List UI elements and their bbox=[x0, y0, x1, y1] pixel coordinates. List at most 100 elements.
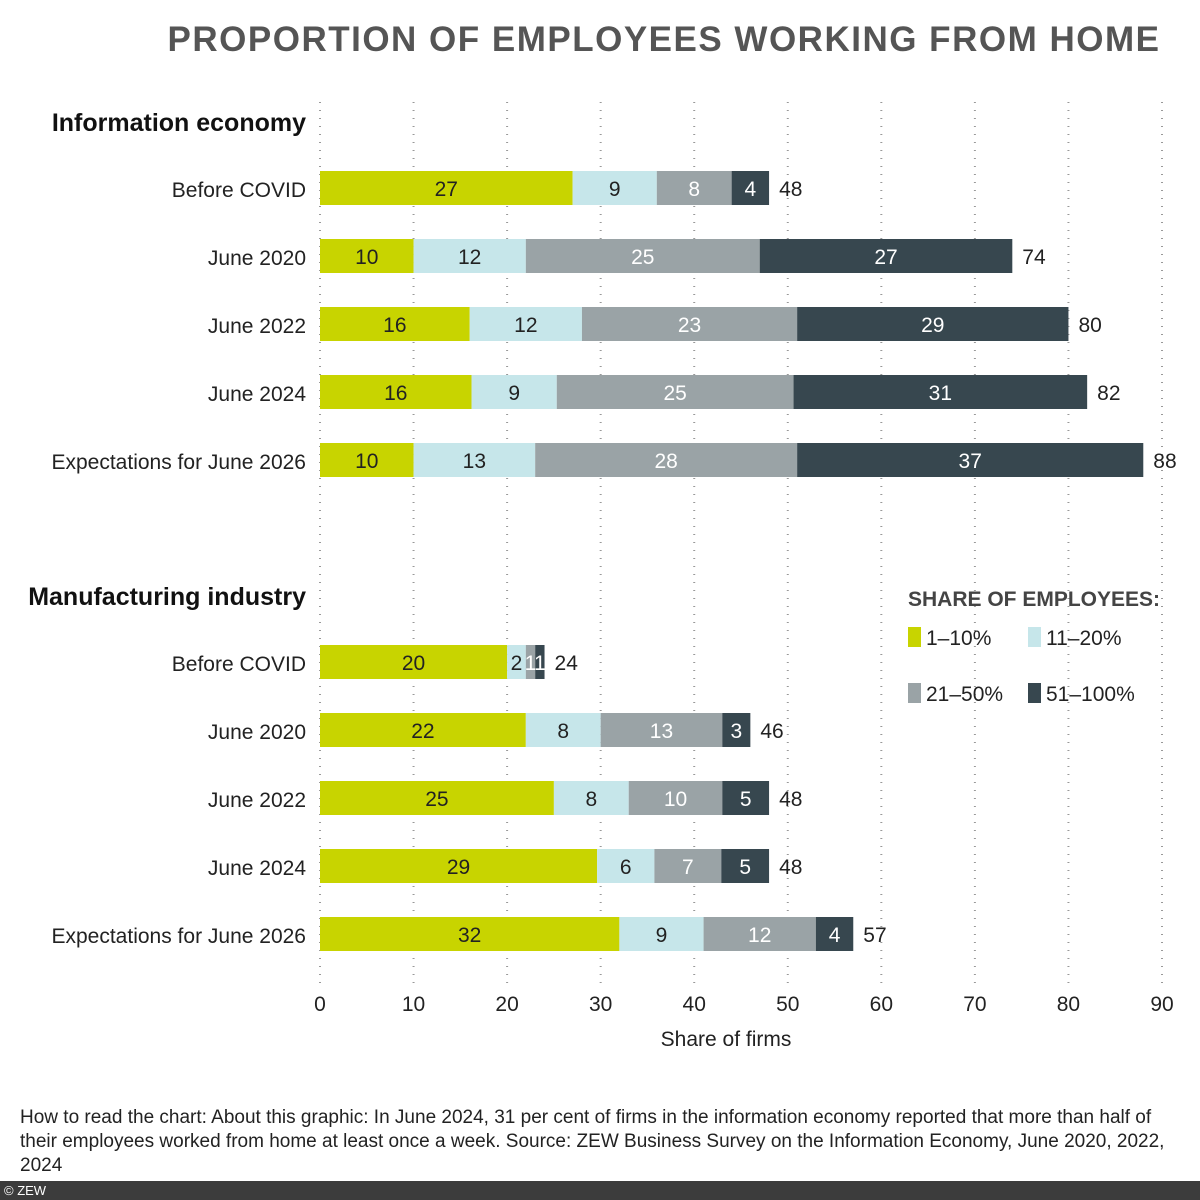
segment-value-label: 2 bbox=[511, 652, 523, 675]
bar-segment-11–20% bbox=[471, 375, 557, 409]
x-axis-label: Share of firms bbox=[661, 1028, 792, 1051]
bar-segment-51–100% bbox=[793, 375, 1088, 409]
bar-segment-11–20% bbox=[619, 917, 704, 951]
segment-value-label: 10 bbox=[664, 788, 687, 811]
group-heading: Manufacturing industry bbox=[28, 583, 306, 611]
x-tick-label: 90 bbox=[1150, 993, 1173, 1016]
bar-total-label: 74 bbox=[1022, 246, 1046, 269]
bar-segment-1–10% bbox=[320, 781, 554, 815]
category-label: June 2022 bbox=[208, 315, 306, 338]
bar-segment-51–100% bbox=[721, 849, 770, 883]
category-label: June 2022 bbox=[208, 789, 306, 812]
segment-value-label: 10 bbox=[355, 450, 378, 473]
category-label: Before COVID bbox=[172, 653, 306, 676]
segment-value-label: 13 bbox=[463, 450, 486, 473]
segment-value-label: 25 bbox=[425, 788, 448, 811]
legend-entry: 51–100% bbox=[1046, 683, 1135, 706]
bar-segment-11–20% bbox=[507, 645, 526, 679]
legend-title: SHARE OF EMPLOYEES: bbox=[908, 588, 1160, 611]
bar-segment-1–10% bbox=[320, 171, 573, 205]
bar-total-label: 48 bbox=[779, 856, 802, 879]
bar-segment-51–100% bbox=[815, 917, 854, 951]
bar-segment-11–20% bbox=[525, 713, 601, 747]
segment-value-label: 4 bbox=[745, 178, 757, 201]
category-label: June 2024 bbox=[208, 857, 306, 880]
legend-entry: 11–20% bbox=[1046, 627, 1122, 650]
legend-swatch bbox=[1028, 683, 1041, 703]
bar-segment-21–50% bbox=[628, 781, 723, 815]
bar-segment-1–10% bbox=[320, 917, 620, 951]
segment-value-label: 8 bbox=[688, 178, 700, 201]
category-label: June 2020 bbox=[208, 721, 306, 744]
segment-value-label: 8 bbox=[585, 788, 597, 811]
segment-value-label: 12 bbox=[458, 246, 481, 269]
bar-total-label: 46 bbox=[760, 720, 783, 743]
bar-segment-11–20% bbox=[413, 443, 536, 477]
category-label: June 2024 bbox=[208, 383, 306, 406]
footnote: How to read the chart: About this graphi… bbox=[20, 1107, 1165, 1176]
bar-segment-51–100% bbox=[722, 781, 770, 815]
bar-segment-11–20% bbox=[413, 239, 526, 273]
bar-segment-51–100% bbox=[797, 443, 1144, 477]
segment-value-label: 27 bbox=[874, 246, 897, 269]
x-tick-label: 70 bbox=[963, 993, 986, 1016]
segment-value-label: 3 bbox=[730, 720, 742, 743]
category-label: June 2020 bbox=[208, 247, 306, 270]
bar-segment-1–10% bbox=[320, 443, 414, 477]
x-tick-label: 0 bbox=[314, 993, 326, 1016]
bar-total-label: 48 bbox=[779, 788, 802, 811]
x-tick-label: 20 bbox=[495, 993, 518, 1016]
x-tick-label: 80 bbox=[1057, 993, 1080, 1016]
bar-segment-21–50% bbox=[581, 307, 798, 341]
legend-entry: 1–10% bbox=[926, 627, 991, 650]
bar-segment-21–50% bbox=[556, 375, 794, 409]
bar-segment-11–20% bbox=[597, 849, 655, 883]
segment-value-label: 16 bbox=[383, 314, 406, 337]
bar-total-label: 80 bbox=[1078, 314, 1101, 337]
segment-value-label: 7 bbox=[682, 856, 694, 879]
legend-swatch bbox=[908, 683, 921, 703]
segment-value-label: 37 bbox=[959, 450, 982, 473]
segment-value-label: 23 bbox=[678, 314, 701, 337]
segment-value-label: 28 bbox=[654, 450, 677, 473]
bar-segment-51–100% bbox=[731, 171, 770, 205]
bar-total-label: 88 bbox=[1153, 450, 1176, 473]
segment-value-label: 5 bbox=[739, 856, 751, 879]
x-tick-label: 30 bbox=[589, 993, 612, 1016]
bar-segment-1–10% bbox=[320, 239, 414, 273]
copyright-bar: © ZEW bbox=[0, 1181, 1200, 1200]
chart-title: PROPORTION OF EMPLOYEES WORKING FROM HOM… bbox=[168, 20, 1161, 59]
segment-value-label: 22 bbox=[411, 720, 434, 743]
bar-segment-1–10% bbox=[320, 645, 508, 679]
bar-segment-11–20% bbox=[553, 781, 629, 815]
segment-value-label: 9 bbox=[656, 924, 668, 947]
segment-value-label: 5 bbox=[740, 788, 752, 811]
bar-segment-11–20% bbox=[572, 171, 657, 205]
bar-segment-21–50% bbox=[703, 917, 816, 951]
segment-value-label: 29 bbox=[921, 314, 944, 337]
segment-value-label: 20 bbox=[402, 652, 425, 675]
bar-total-label: 82 bbox=[1097, 382, 1120, 405]
segment-value-label: 29 bbox=[447, 856, 470, 879]
group-heading: Information economy bbox=[52, 109, 306, 137]
legend-swatch bbox=[908, 627, 921, 647]
bar-segment-21–50% bbox=[525, 239, 760, 273]
segment-value-label: 4 bbox=[829, 924, 841, 947]
bar-segment-1–10% bbox=[320, 713, 526, 747]
segment-value-label: 1 bbox=[525, 652, 537, 675]
x-tick-label: 60 bbox=[870, 993, 893, 1016]
bar-total-label: 57 bbox=[863, 924, 886, 947]
segment-value-label: 10 bbox=[355, 246, 378, 269]
bar-segment-1–10% bbox=[320, 375, 472, 409]
segment-value-label: 12 bbox=[514, 314, 537, 337]
bar-total-label: 24 bbox=[555, 652, 579, 675]
legend-entry: 21–50% bbox=[926, 683, 1003, 706]
segment-value-label: 6 bbox=[620, 856, 632, 879]
bar-segment-21–50% bbox=[600, 713, 723, 747]
bar-segment-51–100% bbox=[797, 307, 1069, 341]
category-label: Expectations for June 2026 bbox=[51, 451, 306, 474]
bar-segment-21–50% bbox=[535, 443, 798, 477]
segment-value-label: 25 bbox=[631, 246, 654, 269]
category-label: Expectations for June 2026 bbox=[51, 925, 306, 948]
segment-value-label: 27 bbox=[435, 178, 458, 201]
